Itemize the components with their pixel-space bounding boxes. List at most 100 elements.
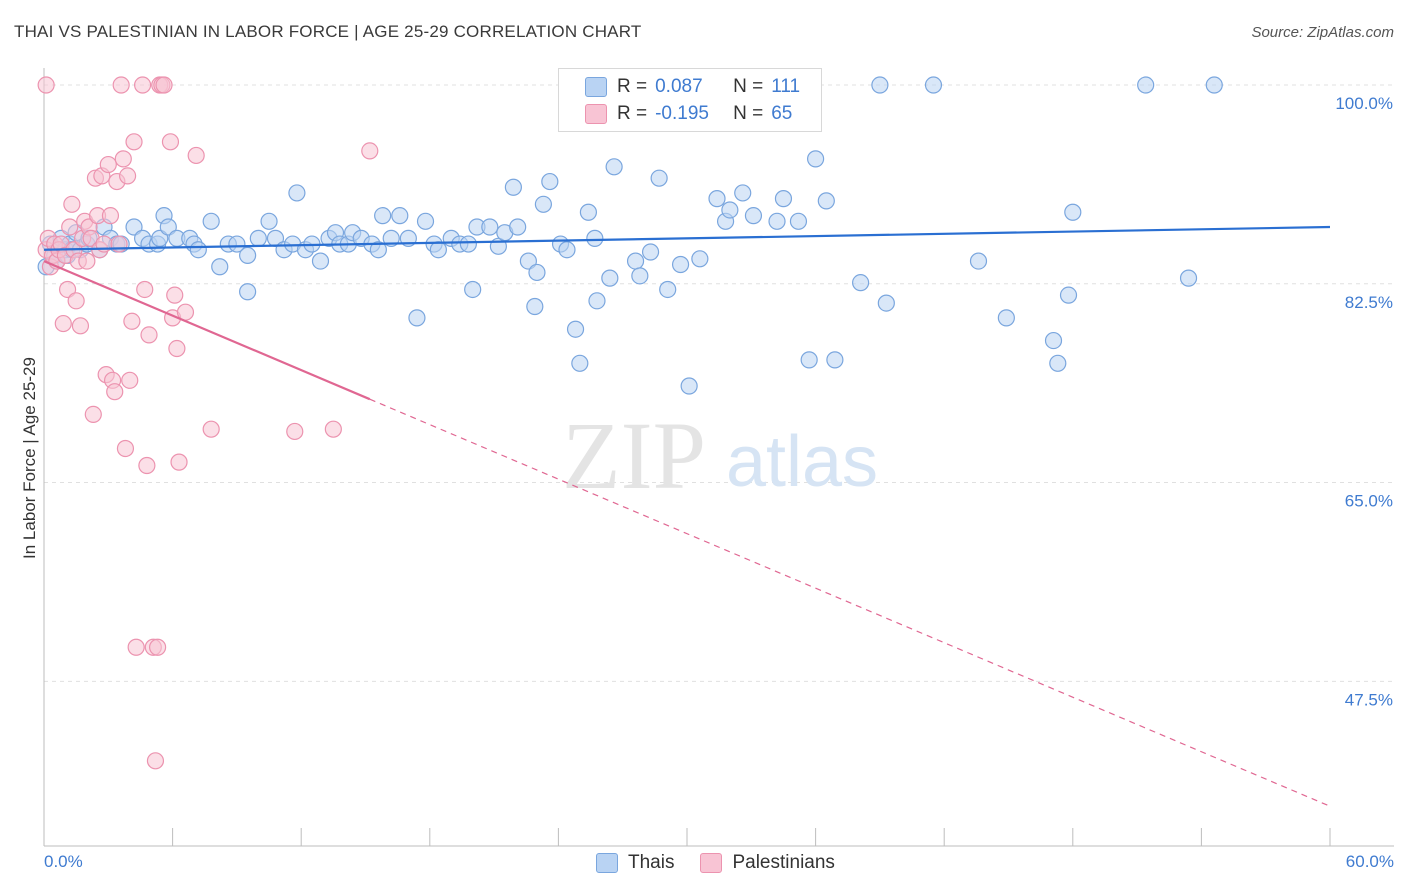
thais-point (768, 212, 786, 230)
thais-trend-line (43, 225, 1331, 251)
palestinian-trend-extension (369, 398, 1331, 807)
palestinian-point (202, 420, 220, 438)
thais-point (744, 207, 763, 225)
y-tick-labels: 100.0% 82.5% 65.0% 47.5% (1335, 94, 1393, 709)
thais-point (579, 203, 598, 221)
y-tick-label: 82.5% (1345, 293, 1393, 312)
palestinian-point (361, 142, 379, 160)
thais-point (519, 252, 537, 270)
thais-point (806, 150, 825, 168)
palestinian-point (140, 326, 158, 344)
palestinian-point (155, 76, 173, 94)
thais-point (228, 235, 246, 253)
thais-point (416, 212, 435, 230)
palestinian-point (146, 752, 165, 770)
thais-legend-label: Thais (628, 852, 675, 873)
thais-point (429, 241, 447, 259)
palestinians-swatch (585, 104, 607, 124)
thais-point (650, 169, 668, 187)
thais-point (601, 269, 619, 287)
palestinians-legend-label: Palestinians (732, 852, 835, 873)
palestinian-point (106, 383, 124, 401)
thais-point (588, 292, 606, 310)
chart-title: THAI VS PALESTINIAN IN LABOR FORCE | AGE… (14, 22, 642, 41)
thais-point (691, 250, 709, 268)
thais-point (1044, 331, 1063, 350)
thais-point (969, 252, 988, 270)
thais-point (239, 246, 257, 265)
thais-point (534, 195, 552, 213)
thais-point (509, 218, 527, 236)
thais-point (151, 229, 169, 247)
thais-point (374, 207, 392, 225)
palestinian-point (99, 155, 117, 174)
thais-point (1205, 76, 1223, 94)
thais-point (249, 229, 267, 247)
thais-point (528, 263, 546, 282)
thais-point (924, 76, 943, 94)
palestinian-point (170, 453, 188, 471)
palestinian-point (116, 439, 135, 458)
n-label: N = (733, 103, 764, 124)
thais-point (571, 354, 589, 372)
thais-point (997, 309, 1015, 327)
r-label: R = (617, 103, 648, 124)
watermark-atlas: atlas (726, 422, 878, 502)
thais-point (541, 172, 559, 191)
thais-point (311, 252, 330, 270)
thais-point (852, 274, 870, 292)
palestinians-n-value: 65 (771, 103, 793, 124)
thais-point (369, 241, 387, 259)
palestinians-r-value: -0.195 (655, 103, 709, 124)
palestinian-point (112, 76, 130, 94)
palestinian-point (161, 133, 180, 151)
thais-point (464, 280, 482, 299)
watermark: ZIP atlas (562, 402, 878, 509)
thais-point (382, 229, 400, 247)
thais-point (391, 207, 409, 225)
thais-point (877, 294, 895, 312)
thais-point (586, 229, 604, 247)
palestinian-point (61, 218, 79, 236)
watermark-zip: ZIP (562, 402, 706, 509)
thais-point (1137, 76, 1155, 94)
thais-point (481, 218, 499, 236)
legend-row-palestinians: R = -0.195 N = 65 (585, 102, 792, 126)
legend-item-thais[interactable]: Thais (596, 852, 674, 874)
palestinian-point (63, 195, 81, 213)
thais-swatch (585, 77, 607, 97)
palestinian-point (168, 339, 186, 358)
thais-point (734, 184, 752, 202)
palestinian-point (71, 317, 90, 335)
thais-point (558, 241, 576, 259)
palestinian-point (58, 280, 77, 299)
thais-point (159, 218, 177, 236)
thais-point (459, 235, 477, 253)
thais-point (680, 377, 698, 395)
thais-r-value: 0.087 (655, 76, 703, 97)
palestinian-point (127, 638, 145, 656)
thais-point (789, 212, 808, 230)
palestinian-point (101, 207, 120, 225)
palestinians-legend-swatch (700, 853, 723, 873)
thais-point (721, 201, 739, 219)
palestinian-point (118, 167, 137, 185)
palestinian-point (166, 286, 184, 304)
thais-point (566, 320, 585, 338)
thais-point (641, 243, 660, 261)
thais-point (125, 218, 143, 236)
palestinian-point (37, 76, 55, 94)
thais-point (774, 190, 793, 208)
r-label: R = (617, 76, 648, 97)
palestinian-point (114, 150, 132, 168)
gridlines (44, 84, 1394, 682)
thais-point (189, 241, 207, 259)
palestinian-point (187, 146, 205, 165)
palestinian-point (67, 292, 85, 310)
thais-point (408, 309, 426, 327)
thais-point (1059, 286, 1078, 304)
legend-item-palestinians[interactable]: Palestinians (700, 852, 835, 874)
thais-point (671, 255, 690, 274)
palestinian-point (133, 76, 152, 94)
palestinian-point (110, 235, 128, 253)
